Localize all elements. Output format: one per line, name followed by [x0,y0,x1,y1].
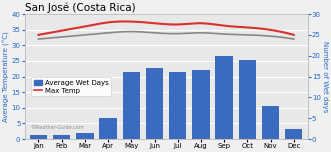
Bar [30,135,47,139]
Bar [76,133,94,139]
Bar [239,60,256,139]
Bar [192,70,210,139]
Y-axis label: Number of Wet days: Number of Wet days [322,41,328,112]
Text: ©Weather-Guide.com: ©Weather-Guide.com [30,125,84,130]
Bar [146,68,163,139]
Bar [122,72,140,139]
Y-axis label: Average Temperature (°C): Average Temperature (°C) [3,31,10,122]
Text: San José (Costa Rica): San José (Costa Rica) [24,3,135,13]
Bar [53,135,71,139]
Legend: Average Wet Days, Max Temp: Average Wet Days, Max Temp [31,77,111,96]
Bar [99,118,117,139]
Bar [215,56,233,139]
Bar [262,106,279,139]
Bar [285,129,303,139]
Bar [169,72,186,139]
